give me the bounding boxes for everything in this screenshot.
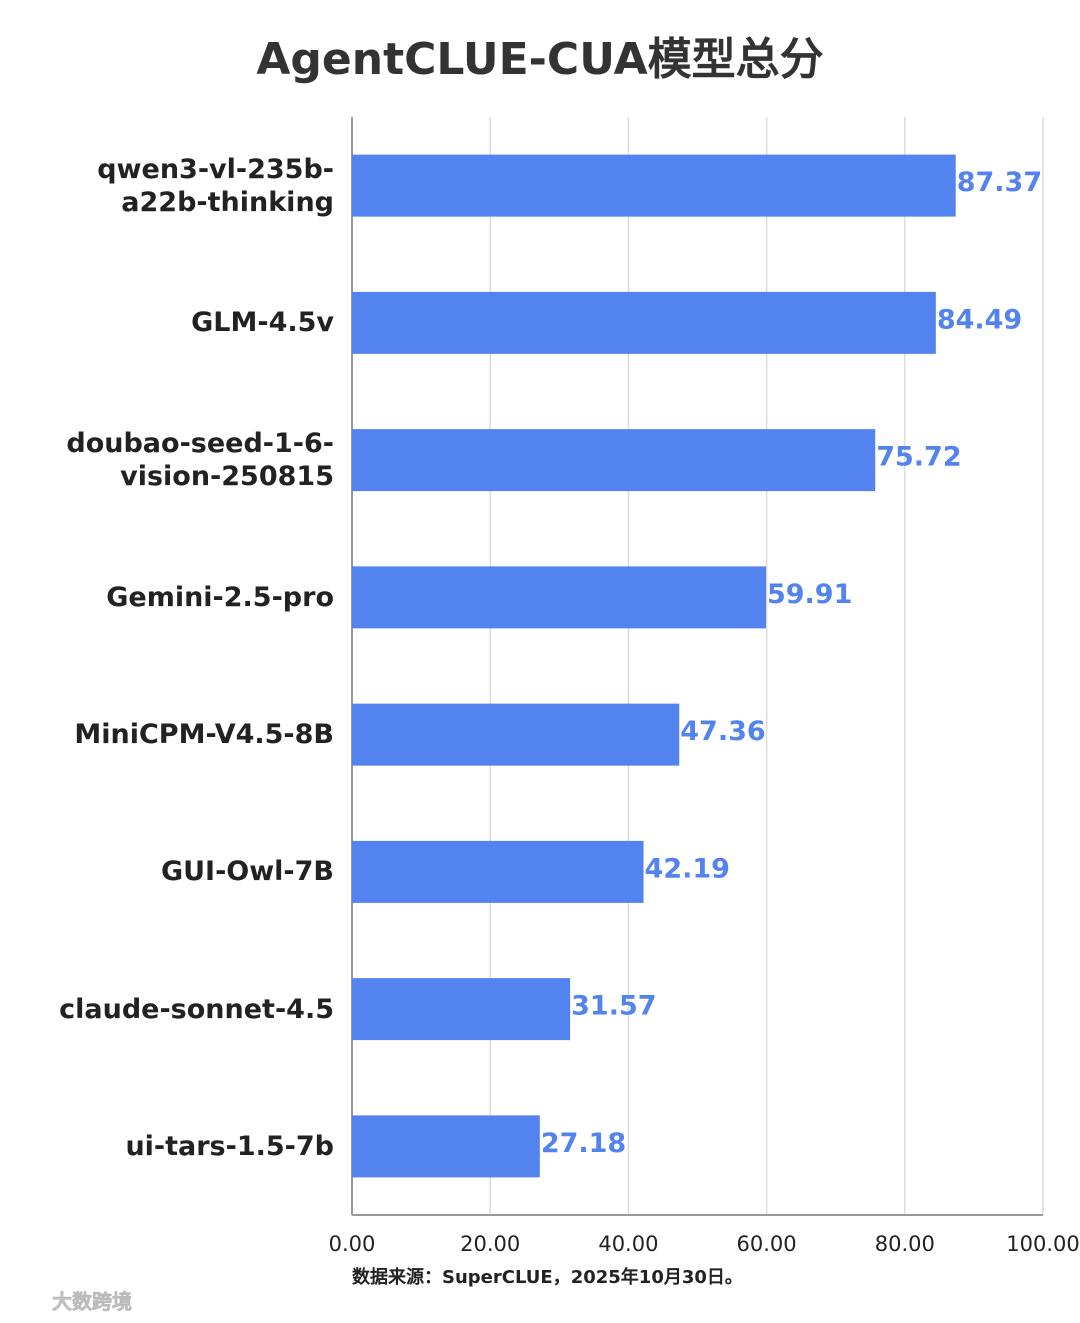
y-tick-label: MiniCPM-V4.5-8B <box>74 719 334 751</box>
x-tick-label: 60.00 <box>737 1232 797 1256</box>
watermark: 大数跨境 <box>52 1290 132 1314</box>
x-tick-label: 40.00 <box>598 1232 658 1256</box>
value-label: 42.19 <box>645 853 730 884</box>
y-tick-label: Gemini-2.5-pro <box>106 581 334 613</box>
y-tick-label: GUI-Owl-7B <box>160 856 334 888</box>
value-label: 27.18 <box>541 1128 626 1159</box>
bar <box>352 978 571 1041</box>
category-label-box: GLM-4.5v <box>191 307 334 339</box>
x-tick-label: 80.00 <box>875 1232 935 1256</box>
value-label: 87.37 <box>957 167 1042 198</box>
category-label-box: claude-sonnet-4.5 <box>59 993 334 1025</box>
bar <box>352 154 956 217</box>
category-label-box: qwen3-vl-235b-a22b-thinking <box>97 153 334 218</box>
value-label: 75.72 <box>876 442 961 473</box>
value-label: 31.57 <box>571 991 656 1022</box>
y-tick-label: claude-sonnet-4.5 <box>59 993 334 1025</box>
category-label-box: ui-tars-1.5-7b <box>125 1130 334 1162</box>
y-tick-label: doubao-seed-1-6-vision-250815 <box>66 428 334 493</box>
category-label-box: doubao-seed-1-6-vision-250815 <box>66 428 334 493</box>
value-label: 84.49 <box>937 304 1022 335</box>
category-label-box: GUI-Owl-7B <box>160 856 334 888</box>
y-tick-label: qwen3-vl-235b-a22b-thinking <box>97 153 334 218</box>
x-tick-label: 100.00 <box>1006 1232 1079 1256</box>
category-label-box: Gemini-2.5-pro <box>106 581 334 613</box>
bar <box>352 291 936 354</box>
bar <box>352 840 644 903</box>
category-label-box: MiniCPM-V4.5-8B <box>74 719 334 751</box>
x-tick-label: 20.00 <box>460 1232 520 1256</box>
bar <box>352 1115 540 1178</box>
y-tick-label: ui-tars-1.5-7b <box>125 1130 334 1162</box>
bar <box>352 566 766 629</box>
bar <box>352 429 876 492</box>
bar <box>352 703 680 766</box>
y-tick-label: GLM-4.5v <box>191 307 334 339</box>
value-label: 47.36 <box>680 716 765 747</box>
value-label: 59.91 <box>767 579 852 610</box>
x-tick-label: 0.00 <box>329 1232 376 1256</box>
chart-title: AgentCLUE-CUA模型总分 <box>256 34 823 85</box>
source-note: 数据来源：SuperCLUE，2025年10月30日。 <box>352 1266 743 1288</box>
